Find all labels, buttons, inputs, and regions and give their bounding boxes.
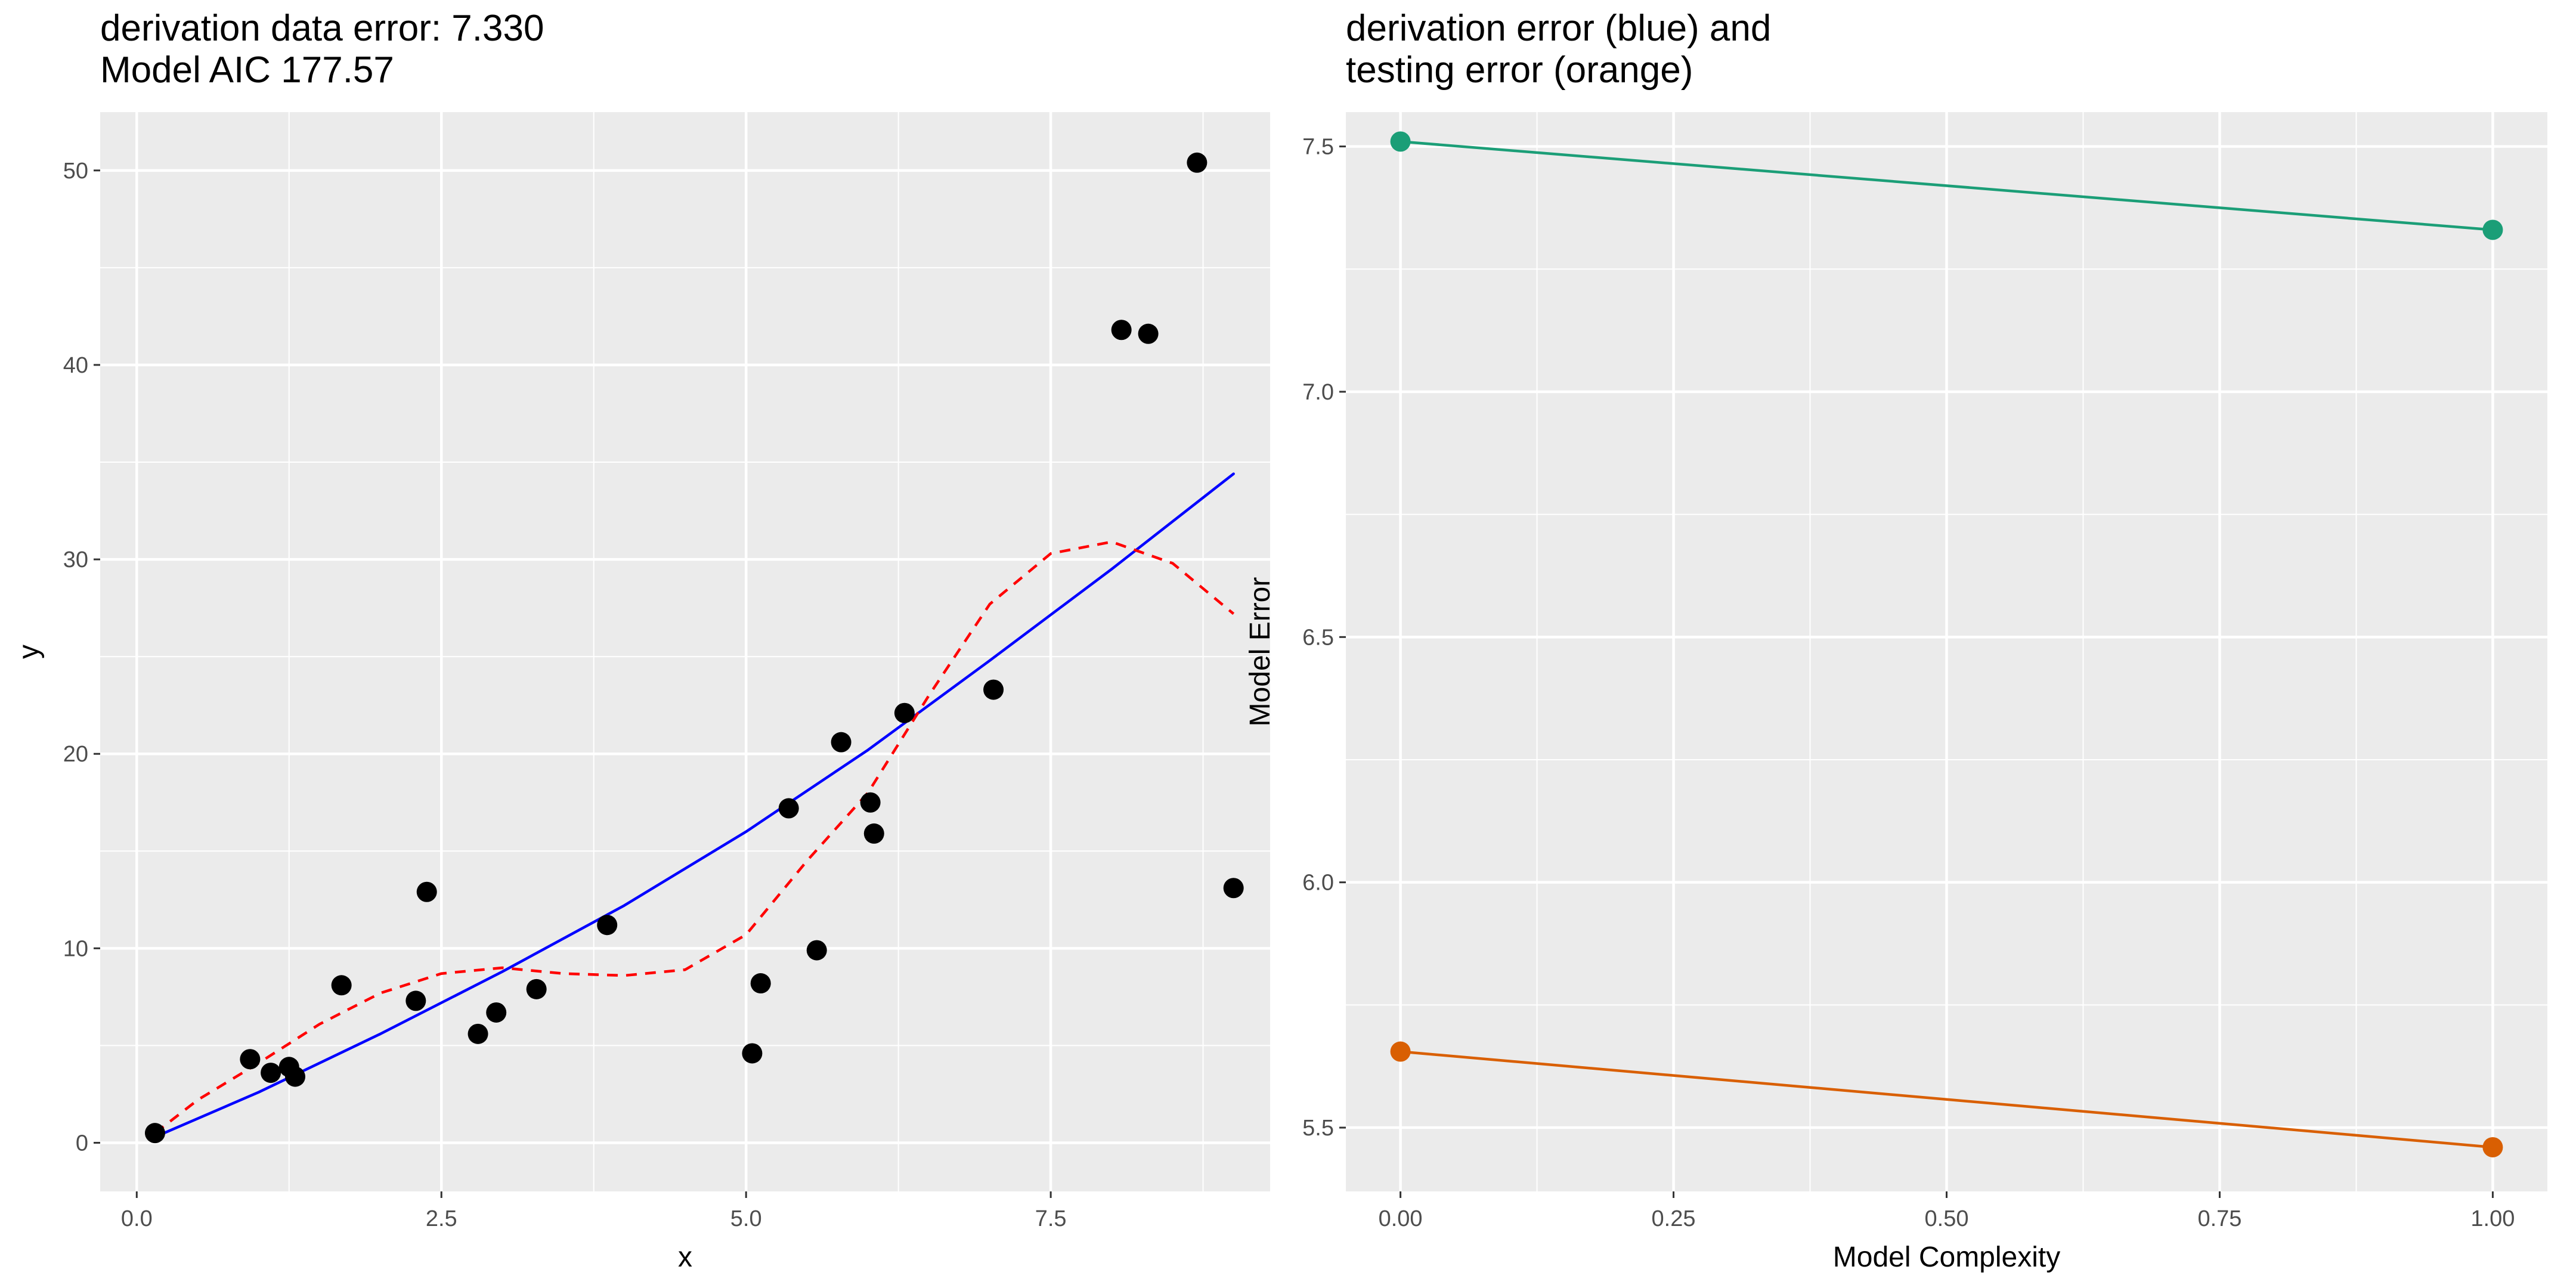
data-point — [416, 881, 437, 902]
data-point — [261, 1063, 281, 1083]
right-x-tick-label: 1.00 — [2470, 1206, 2515, 1231]
left-y-tick-label: 20 — [63, 742, 88, 767]
testing-error-point — [1390, 1041, 1411, 1062]
data-point — [467, 1023, 488, 1044]
right-x-tick-label: 0.00 — [1379, 1206, 1423, 1231]
right-y-axis-label: Model Error — [1244, 577, 1276, 727]
linear-fit-line — [153, 472, 1235, 1138]
left-title-line: derivation data error: 7.330 — [100, 8, 544, 49]
testing-error-line — [1400, 1050, 2493, 1149]
right-x-tick-label: 0.50 — [1925, 1206, 1969, 1231]
data-point — [860, 792, 881, 813]
left-y-tick-label: 30 — [63, 547, 88, 572]
derivation-error-point — [1390, 131, 1411, 152]
right-x-axis-label: Model Complexity — [1833, 1241, 2060, 1273]
data-point — [405, 990, 426, 1011]
derivation-error-line — [1400, 140, 2493, 231]
data-point — [778, 798, 799, 819]
left-panel-background — [100, 112, 1270, 1191]
smooth-curve-line — [154, 540, 1235, 1134]
left-y-tick-label: 40 — [63, 353, 88, 378]
right-y-tick-label: 7.0 — [1302, 380, 1334, 405]
right-y-tick-label: 6.0 — [1302, 871, 1334, 896]
left-x-tick-label: 0.0 — [121, 1206, 153, 1231]
left-y-tick-label: 10 — [63, 936, 88, 961]
data-point — [742, 1043, 763, 1064]
data-point — [285, 1066, 305, 1087]
right-y-tick-label: 5.5 — [1302, 1116, 1334, 1141]
data-point — [144, 1123, 165, 1144]
left-x-tick-label: 5.0 — [730, 1206, 762, 1231]
right-y-tick-label: 7.5 — [1302, 135, 1334, 160]
data-point — [331, 975, 352, 996]
left-x-tick-label: 2.5 — [426, 1206, 457, 1231]
data-point — [597, 915, 618, 936]
left-y-tick-label: 0 — [76, 1131, 88, 1156]
right-x-tick-label: 0.75 — [2197, 1206, 2241, 1231]
data-point — [750, 973, 771, 994]
scatter-fit-plot: 0.0 2.5 5.0 7.5 0 10 20 30 40 50 x y derivation data… — [13, 8, 1270, 1273]
data-point — [863, 823, 884, 844]
data-point — [1138, 323, 1159, 344]
right-title-line: derivation error (blue) and — [1346, 8, 1771, 49]
data-point — [1223, 878, 1244, 899]
model-error-plot: 0.00 0.25 0.50 0.75 1.00 5.5 6.0 6.5 7.0 7.5 Model… — [1244, 8, 2547, 1273]
data-point — [526, 979, 547, 999]
left-y-tick-label: 50 — [63, 159, 88, 184]
right-x-tick-label: 0.25 — [1652, 1206, 1696, 1231]
right-title-line: testing error (orange) — [1346, 49, 1693, 91]
data-point — [806, 940, 827, 961]
data-point — [1187, 152, 1208, 173]
left-x-tick-label: 7.5 — [1035, 1206, 1067, 1231]
data-point — [1111, 320, 1132, 340]
data-point — [240, 1049, 261, 1070]
derivation-error-point — [2482, 219, 2503, 240]
left-y-axis-label: y — [13, 645, 45, 659]
right-y-tick-label: 6.5 — [1302, 625, 1334, 650]
left-x-axis-label: x — [678, 1241, 692, 1273]
left-title-line: Model AIC 177.57 — [100, 49, 394, 91]
data-point — [486, 1002, 507, 1023]
data-point — [831, 732, 852, 753]
data-point — [983, 679, 1004, 700]
testing-error-point — [2482, 1137, 2503, 1157]
data-point — [894, 702, 915, 723]
